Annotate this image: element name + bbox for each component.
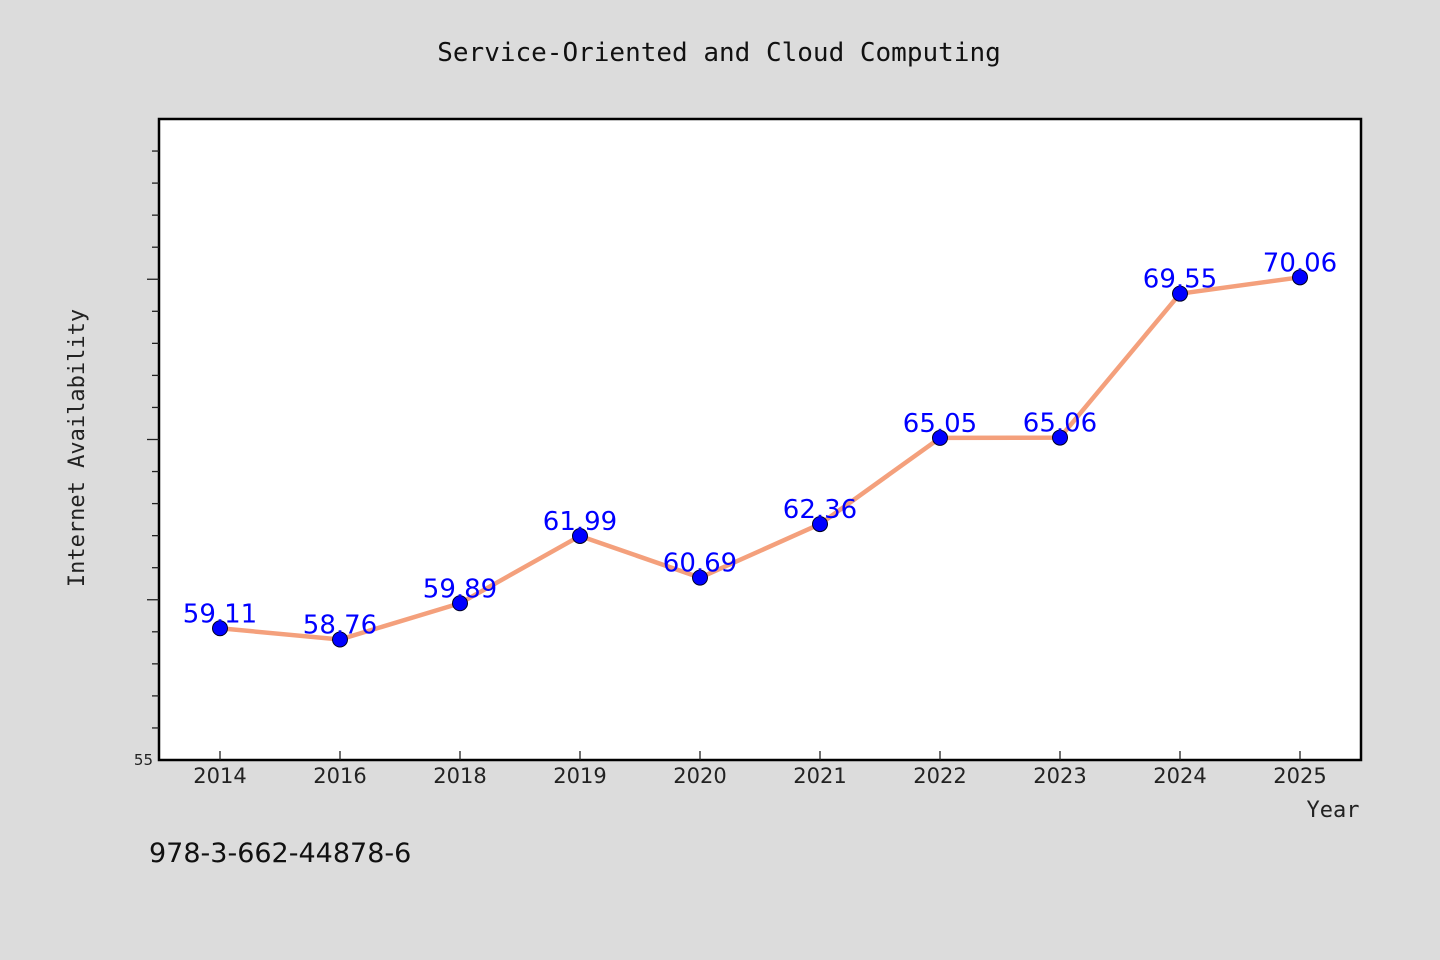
x-ticks: 2014 2016 2018 2019 2020 2021 2022 2023 2024 2025 [193,751,1327,788]
data-point [812,516,828,533]
data-markers [212,269,1308,648]
x-tick-label: 2025 [1273,764,1326,788]
data-point [332,631,348,648]
data-point [212,620,228,637]
data-point [572,527,588,544]
x-tick-label: 2020 [673,764,726,788]
x-tick-label: 2018 [433,764,486,788]
x-tick-label: 2016 [313,764,366,788]
data-label: 69.55 [1143,265,1217,295]
y-major-ticks: 55 [134,751,153,769]
data-point [452,595,468,612]
x-tick-label: 2022 [913,764,966,788]
y-axis-label: Internet Availability [65,309,90,587]
plot-area [157,117,1363,762]
footer-isbn: 978-3-662-44878-6 [149,838,411,869]
data-label: 58.76 [303,610,377,640]
data-label: 59.89 [423,574,497,604]
x-tick-label: 2019 [553,764,606,788]
data-label: 59.11 [183,599,257,629]
data-point [1052,429,1068,446]
data-point [932,429,948,446]
y-tick-label: 55 [134,751,153,769]
x-tick-label: 2024 [1153,764,1206,788]
series-line [217,275,1303,642]
data-label: 70.06 [1263,248,1337,278]
data-label: 61.99 [543,507,617,537]
data-label: 62.36 [783,495,857,525]
series-line-group [217,275,1303,642]
y-minor-ticks [147,150,159,729]
data-point [1172,285,1188,302]
data-point [1292,269,1308,286]
x-axis-label: Year [1307,798,1360,823]
data-label: 60.69 [663,549,737,579]
data-labels: 59.11 58.76 59.89 61.99 60.69 62.36 65.05 65.06… [183,248,1337,640]
chart-title: Service-Oriented and Cloud Computing [437,38,1001,68]
data-label: 65.06 [1023,409,1097,439]
x-tick-label: 2014 [193,764,246,788]
data-label: 65.05 [903,409,977,439]
x-tick-label: 2023 [1033,764,1086,788]
x-tick-label: 2021 [793,764,846,788]
data-point [692,569,708,586]
